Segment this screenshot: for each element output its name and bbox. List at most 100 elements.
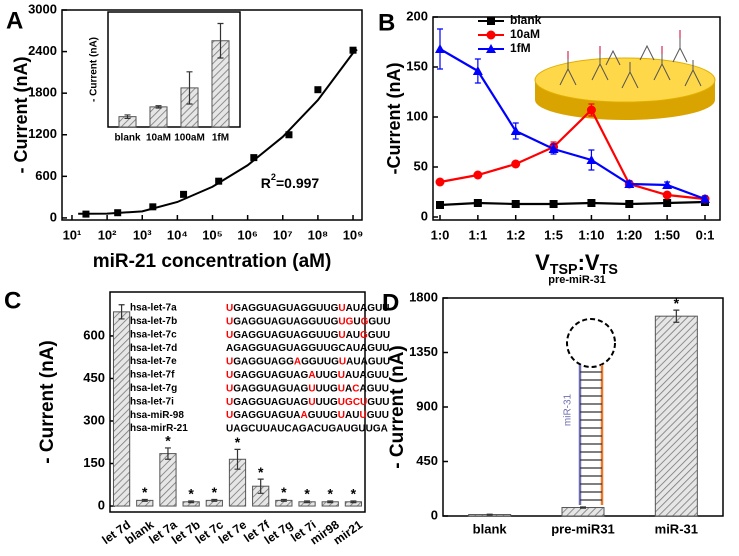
y-tick-label: 200 — [406, 8, 428, 23]
base: G — [301, 356, 309, 367]
y-tick-label: 0 — [431, 507, 438, 522]
base: G — [256, 329, 264, 340]
base: U — [323, 396, 330, 407]
text-part: TSP — [550, 262, 578, 278]
base: G — [248, 410, 256, 421]
base: G — [233, 383, 241, 394]
x-tick-label: 10¹ — [63, 227, 82, 242]
base: U — [382, 383, 389, 394]
y-tick-label: 0 — [421, 208, 428, 223]
error-bar — [188, 500, 195, 504]
base: C — [314, 423, 321, 434]
base: G — [301, 329, 309, 340]
sequence-name: hsa-let-7b — [130, 316, 177, 327]
base: U — [353, 316, 360, 327]
series-line — [439, 108, 706, 201]
base: U — [286, 370, 293, 381]
base: A — [241, 370, 248, 381]
base: G — [308, 303, 316, 314]
base: G — [248, 396, 256, 407]
base: U — [376, 329, 383, 340]
x-tick-label: blank — [114, 133, 141, 144]
y-axis-label: - Current (nA) — [387, 345, 408, 468]
fit-line — [78, 48, 358, 215]
marker — [662, 180, 673, 189]
y-tick-label: 900 — [416, 398, 438, 413]
mismatch-base: U — [226, 356, 233, 367]
base: G — [331, 343, 339, 354]
base: G — [331, 316, 339, 327]
base: U — [317, 356, 324, 367]
base: U — [316, 303, 323, 314]
text-part: R — [261, 175, 271, 191]
base: A — [271, 329, 278, 340]
base: A — [241, 343, 248, 354]
base: G — [301, 303, 309, 314]
base: G — [256, 356, 264, 367]
data-point — [215, 177, 223, 185]
base: G — [248, 383, 256, 394]
data-point — [349, 46, 357, 54]
base: G — [368, 356, 376, 367]
base: G — [233, 356, 241, 367]
base: A — [241, 316, 248, 327]
y-tick-label: 450 — [416, 453, 438, 468]
y-tick-label: 0 — [50, 209, 57, 224]
base: A — [345, 370, 352, 381]
sequence: UGAGGUAGUAAGUUGUAUUGUU — [226, 410, 389, 421]
bar — [561, 507, 605, 517]
mismatch-base: U — [226, 316, 233, 327]
base: G — [367, 410, 375, 421]
base: U — [264, 370, 271, 381]
sequence-name: hsa-let-7f — [130, 370, 175, 381]
y-tick-label: 150 — [406, 58, 428, 73]
base: U — [324, 356, 331, 367]
base: U — [382, 396, 389, 407]
significance-mark: * — [165, 433, 171, 449]
base: G — [278, 410, 286, 421]
base: U — [323, 303, 330, 314]
base: G — [256, 383, 264, 394]
base: G — [233, 410, 241, 421]
mismatch-base: U — [226, 303, 233, 314]
base: G — [256, 410, 264, 421]
base: A — [346, 303, 353, 314]
mismatch-base: U — [338, 329, 345, 340]
error-bar — [580, 506, 586, 509]
marker — [435, 177, 445, 187]
series-line — [439, 48, 706, 201]
error-bar — [211, 498, 218, 502]
base: U — [316, 343, 323, 354]
text-part: : — [578, 250, 585, 275]
base: G — [248, 329, 256, 340]
x-tick-label: miR-31 — [655, 521, 698, 536]
base: U — [358, 423, 365, 434]
base: U — [376, 356, 383, 367]
y-tick-label: 2400 — [28, 43, 57, 58]
base: G — [248, 343, 256, 354]
y-tick-label: 600 — [83, 327, 105, 342]
base: G — [278, 303, 286, 314]
significance-mark: * — [142, 484, 148, 500]
base: A — [270, 423, 277, 434]
error-bar — [280, 498, 287, 502]
sequence: UGAGGUAGUAGUUUGUGCUGUU — [226, 396, 390, 407]
error-bar — [186, 71, 193, 105]
base: U — [375, 370, 382, 381]
base: U — [383, 356, 390, 367]
base: A — [293, 396, 300, 407]
error-bar — [155, 105, 162, 109]
base: U — [286, 396, 293, 407]
base: U — [316, 410, 323, 421]
base: G — [278, 329, 286, 340]
mismatch-base: C — [352, 383, 359, 394]
significance-mark: * — [281, 484, 287, 500]
y-tick-label: 1800 — [409, 289, 438, 304]
base: U — [286, 303, 293, 314]
base: A — [271, 316, 278, 327]
base: G — [256, 316, 264, 327]
sequence: UGAGGUAGUAGGUUGUGUGGUU — [226, 316, 391, 327]
base: A — [360, 303, 367, 314]
base: A — [271, 410, 278, 421]
x-tick-label: 10⁵ — [202, 227, 223, 242]
